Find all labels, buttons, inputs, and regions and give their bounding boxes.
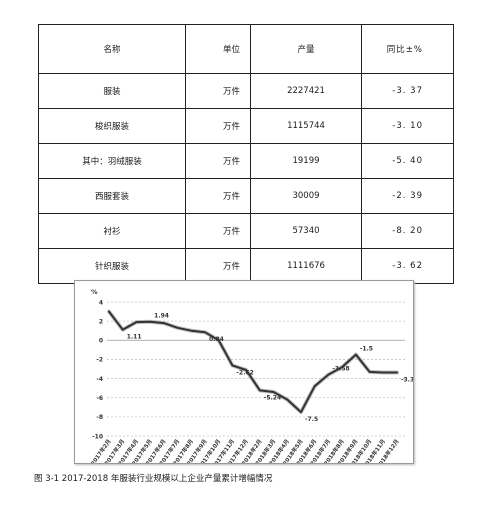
cell-unit: 万件	[185, 178, 251, 214]
data-label: 1.11	[127, 334, 142, 341]
cell-name: 梭织服装	[38, 108, 186, 144]
cell-output: 1111676	[250, 248, 362, 284]
table-row: 服装 万件 2227421 -3. 37	[38, 73, 454, 109]
header-unit: 单位	[185, 24, 251, 74]
cell-output: 30009	[250, 178, 362, 214]
cell-yoy: -2. 39	[361, 178, 454, 214]
cell-yoy: -3. 62	[361, 248, 454, 284]
cell-unit: 万件	[185, 108, 251, 144]
cell-yoy: -8. 20	[361, 213, 454, 249]
cell-yoy: -5. 40	[361, 143, 454, 179]
data-label: 1.94	[154, 313, 169, 320]
cell-output: 2227421	[250, 73, 362, 109]
y-tick-label: 2	[99, 318, 103, 325]
cell-yoy: -3. 37	[361, 73, 454, 109]
table-row: 西服套装 万件 30009 -2. 39	[38, 178, 454, 214]
y-axis-unit-label: %	[91, 288, 98, 296]
cell-name: 衬衫	[38, 213, 186, 249]
y-tick-label: 0	[99, 338, 103, 345]
cell-name: 针织服装	[38, 248, 186, 284]
header-output: 产量	[250, 24, 362, 74]
y-tick-label: -10	[92, 433, 103, 440]
cell-output: 19199	[250, 143, 362, 179]
series-line-shadow	[107, 309, 399, 415]
header-name: 名称	[38, 24, 186, 74]
cell-name: 其中：羽绒服装	[38, 143, 186, 179]
growth-line-chart: %4 2 0 -2 -4 -6 -8 -10 1.11 1.94 0.84 -2.62 -5.24 -7.…	[89, 288, 413, 463]
data-label: -3.58	[332, 366, 349, 373]
header-yoy: 同比±%	[361, 24, 454, 74]
table-row: 梭织服装 万件 1115744 -3. 10	[38, 108, 454, 144]
cell-yoy: -3. 10	[361, 108, 454, 144]
y-tick-label: 4	[99, 299, 103, 306]
y-tick-label: -2	[96, 357, 103, 364]
y-tick-label: -4	[96, 376, 103, 383]
data-label: 0.84	[209, 336, 224, 343]
cell-output: 1115744	[250, 108, 362, 144]
series-line	[108, 310, 398, 414]
cell-unit: 万件	[185, 213, 251, 249]
production-table: 名称 单位 产量 同比±% 服装 万件 2227421 -3. 37 梭织服装 …	[38, 24, 454, 284]
data-label: -3.37	[401, 377, 413, 384]
data-label: -2.62	[236, 369, 253, 376]
cell-unit: 万件	[185, 248, 251, 284]
cell-unit: 万件	[185, 143, 251, 179]
data-label: -7.5	[305, 416, 318, 423]
table-header-row: 名称 单位 产量 同比±%	[38, 24, 454, 74]
cell-name: 西服套装	[38, 178, 186, 214]
figure-caption: 图 3-1 2017-2018 年服装行业规模以上企业产量累计增幅情况	[34, 474, 273, 484]
data-label: -5.24	[264, 394, 281, 401]
cell-name: 服装	[38, 73, 186, 109]
table-row: 衬衫 万件 57340 -8. 20	[38, 213, 454, 249]
cell-unit: 万件	[185, 73, 251, 109]
table-row: 其中：羽绒服装 万件 19199 -5. 40	[38, 143, 454, 179]
growth-chart-frame: % 4 2 0 -2 -4 -6 -8 -10 1.11 1.94 0.84 -2.62 -5.24 -7.…	[74, 280, 414, 464]
table-row: 针织服装 万件 1111676 -3. 62	[38, 248, 454, 284]
y-tick-label: -6	[96, 395, 103, 402]
data-label: -1.5	[360, 346, 373, 353]
y-tick-label: -8	[96, 414, 103, 421]
cell-output: 57340	[250, 213, 362, 249]
